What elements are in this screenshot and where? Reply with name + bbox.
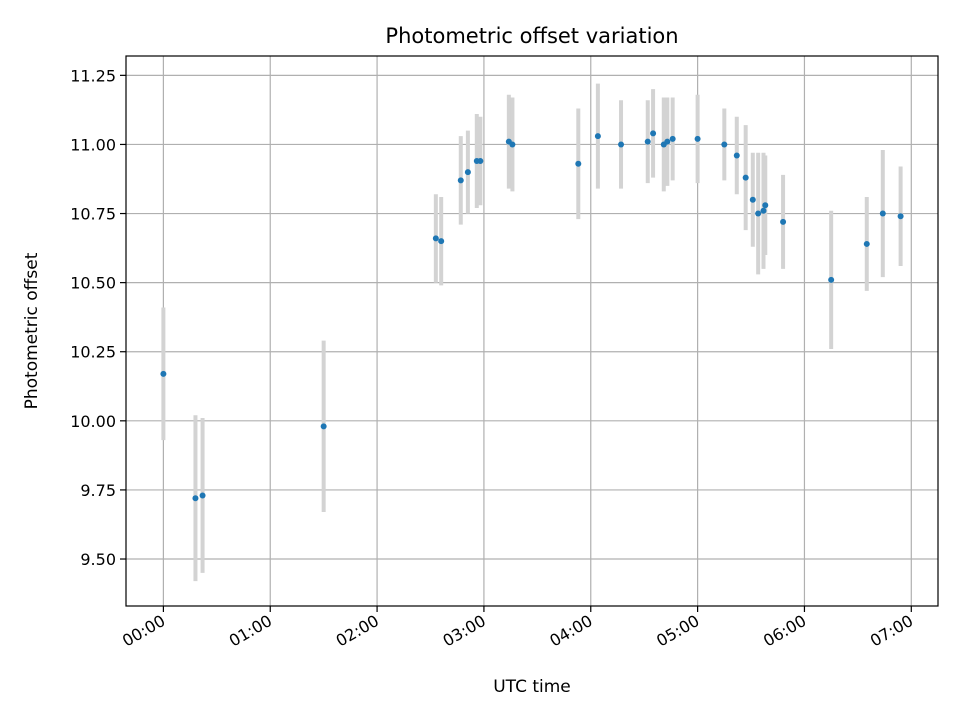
x-axis-title: UTC time (493, 677, 571, 697)
data-point (669, 135, 676, 142)
data-point (594, 133, 601, 140)
data-point (879, 210, 886, 217)
data-point (575, 160, 582, 167)
data-point (160, 370, 167, 377)
y-axis-title: Photometric offset (22, 252, 42, 409)
data-point (192, 495, 199, 502)
data-point (432, 235, 439, 242)
data-point (780, 218, 787, 225)
data-point (477, 158, 484, 165)
grid (126, 56, 938, 606)
y-axis: 9.50 9.75 10.00 10.25 10.50 10.75 11.00 11.25 (70, 66, 126, 569)
data-point (694, 135, 701, 142)
data-point (464, 169, 471, 176)
data-point (438, 238, 445, 245)
y-tick-label: 10.25 (70, 343, 116, 362)
data-points (160, 130, 904, 502)
y-tick-label: 10.00 (70, 412, 116, 431)
plot-area (126, 56, 938, 606)
data-point (644, 138, 651, 145)
data-point (760, 207, 767, 214)
y-tick-label: 11.00 (70, 135, 116, 154)
y-tick-label: 9.75 (80, 481, 116, 500)
data-point (650, 130, 657, 137)
data-point (509, 141, 516, 148)
data-point (749, 196, 756, 203)
data-point (742, 174, 749, 181)
data-point (897, 213, 904, 220)
y-tick-label: 9.50 (80, 550, 116, 569)
y-tick-label: 11.25 (70, 66, 116, 85)
plot-frame (125, 55, 939, 607)
data-point (733, 152, 740, 159)
data-point (618, 141, 625, 148)
data-point (762, 202, 769, 209)
data-point (828, 276, 835, 283)
data-point (721, 141, 728, 148)
data-point (320, 423, 327, 430)
data-point (199, 492, 206, 499)
chart-title: Photometric offset variation (385, 24, 678, 48)
data-point (755, 210, 762, 217)
data-point (457, 177, 464, 184)
data-point (863, 240, 870, 247)
data-point (664, 138, 671, 145)
y-tick-label: 10.75 (70, 205, 116, 224)
y-tick-label: 10.50 (70, 274, 116, 293)
